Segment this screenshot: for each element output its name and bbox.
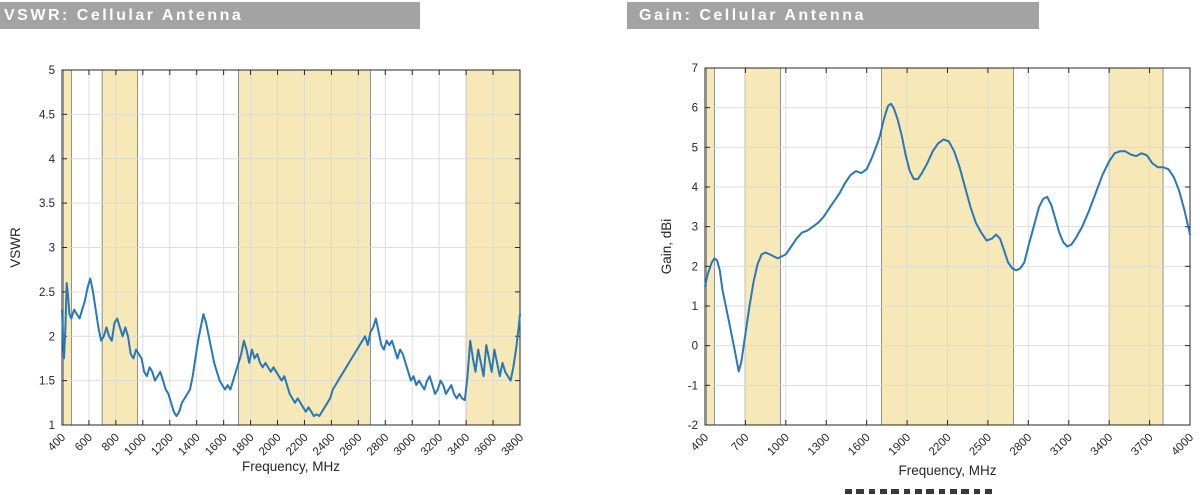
cropped-text-sliver [845, 489, 995, 494]
x-tick-label: 1600 [846, 432, 873, 459]
gain-series-line [704, 102, 1191, 373]
y-tick-label: -2 [688, 420, 698, 432]
x-tick-label: 1800 [230, 432, 257, 459]
vswr-title-bar: VSWR: Cellular Antenna [0, 2, 420, 29]
gain-figure: Gain: Cellular Antenna 400 700 1000 1300 160… [625, 0, 1200, 495]
gain-highlight-band [745, 68, 781, 425]
x-tick-label: 2400 [311, 432, 338, 459]
x-tick-label: 2000 [257, 432, 284, 459]
gain-ylabel: Gain, dBi [659, 219, 674, 275]
x-tick-label: 3400 [446, 432, 473, 459]
y-tick-label: 2 [49, 331, 55, 343]
y-tick-label: 7 [692, 63, 698, 75]
x-tick-label: 4000 [1170, 432, 1197, 459]
x-tick-label: 2500 [967, 432, 994, 459]
x-tick-label: 400 [46, 432, 68, 454]
gain-title: Gain: Cellular Antenna [639, 6, 866, 24]
y-tick-label: -1 [688, 380, 698, 392]
y-tick-label: 1.5 [39, 376, 55, 388]
x-tick-label: 800 [100, 432, 122, 454]
x-tick-label: 1600 [203, 432, 230, 459]
x-tick-label: 3800 [500, 432, 527, 459]
gain-title-bar: Gain: Cellular Antenna [627, 2, 1039, 29]
x-tick-label: 2200 [927, 432, 954, 459]
y-tick-label: 4 [49, 154, 56, 166]
x-tick-label: 1000 [765, 432, 792, 459]
x-tick-label: 2800 [1008, 432, 1035, 459]
y-tick-label: 5 [692, 142, 698, 154]
x-tick-label: 1300 [806, 432, 833, 459]
y-tick-label: 3 [49, 243, 55, 255]
y-tick-label: 5 [49, 65, 55, 77]
vswr-title: VSWR: Cellular Antenna [4, 6, 244, 24]
vswr-figure: VSWR: Cellular Antenna 400 600 800 1000 1200… [0, 0, 560, 495]
y-tick-label: 1 [49, 420, 55, 432]
x-tick-label: 3400 [1089, 432, 1116, 459]
vswr-xlabel: Frequency, MHz [242, 459, 340, 474]
y-tick-label: 0 [692, 341, 698, 353]
gain-highlight-band [706, 68, 715, 425]
y-tick-label: 4 [692, 182, 699, 194]
x-tick-label: 1900 [887, 432, 914, 459]
x-tick-label: 3700 [1129, 432, 1156, 459]
x-tick-label: 700 [729, 432, 751, 454]
x-tick-label: 3600 [473, 432, 500, 459]
x-tick-label: 2800 [365, 432, 392, 459]
y-tick-label: 2.5 [39, 287, 55, 299]
x-tick-label: 3200 [419, 432, 446, 459]
y-tick-label: 2 [692, 261, 698, 273]
y-tick-label: 3 [692, 222, 698, 234]
x-tick-label: 400 [689, 432, 711, 454]
vswr-chart: 400 600 800 1000 1200 1400 1600 1800 2000 2200 240… [8, 65, 527, 474]
vswr-ylabel: VSWR [8, 227, 23, 268]
x-tick-label: 600 [73, 432, 95, 454]
y-tick-label: 6 [692, 103, 698, 115]
x-tick-label: 1200 [149, 432, 176, 459]
x-tick-label: 3100 [1048, 432, 1075, 459]
y-tick-label: 3.5 [39, 198, 55, 210]
vswr-series-line [61, 277, 521, 418]
y-tick-label: 4.5 [39, 109, 55, 121]
x-tick-label: 2200 [284, 432, 311, 459]
x-tick-label: 1400 [176, 432, 203, 459]
x-tick-label: 1000 [122, 432, 149, 459]
gain-chart: 400 700 1000 1300 1600 1900 2200 2500 2800 3100 34… [659, 63, 1197, 478]
x-tick-label: 3000 [392, 432, 419, 459]
gain-xlabel: Frequency, MHz [898, 463, 996, 478]
gain-highlight-band [1109, 68, 1164, 425]
x-tick-label: 2600 [338, 432, 365, 459]
y-tick-label: 1 [692, 301, 698, 313]
